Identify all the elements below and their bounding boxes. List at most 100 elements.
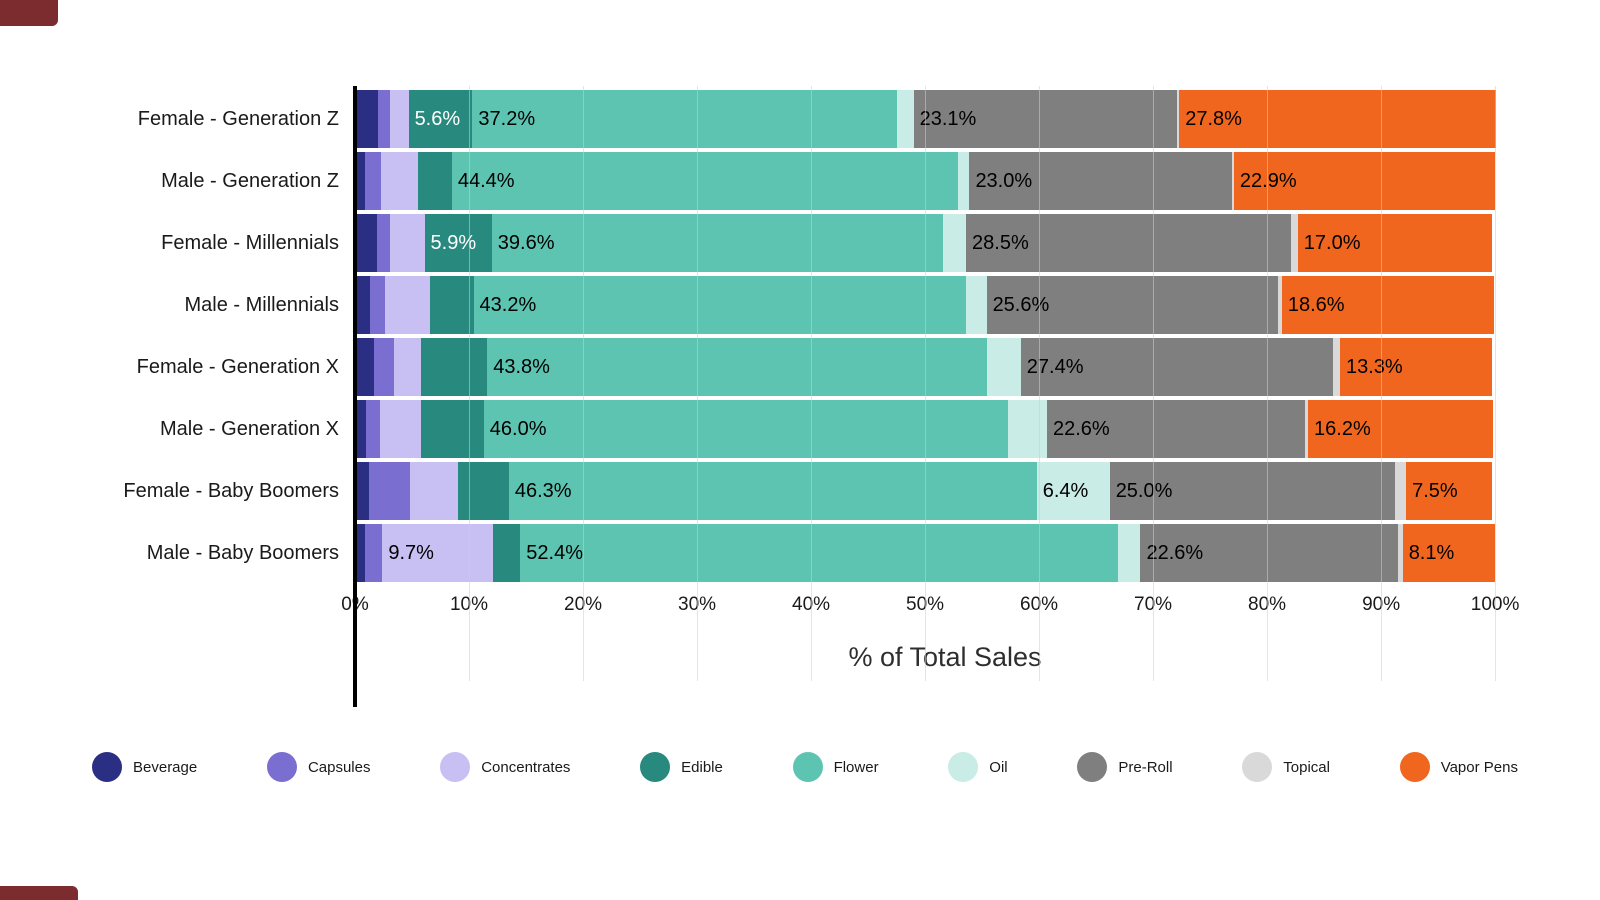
bar-segment-beverage[interactable] bbox=[355, 462, 369, 520]
bar-segment-pre-roll[interactable]: 22.6% bbox=[1046, 400, 1305, 458]
bar-segment-vapor-pens[interactable]: 17.0% bbox=[1297, 214, 1492, 272]
bar-segment-concentrates[interactable] bbox=[381, 152, 418, 210]
bar-segment-beverage[interactable] bbox=[355, 90, 378, 148]
bar-segment-edible[interactable] bbox=[421, 400, 484, 458]
bar-value-label: 22.6% bbox=[1052, 417, 1110, 440]
bar-segment-concentrates[interactable] bbox=[390, 90, 409, 148]
bar-segment-edible[interactable] bbox=[417, 152, 452, 210]
y-axis-labels: Female - Generation Z Male - Generation Z… bbox=[60, 90, 355, 673]
bar-segment-edible[interactable]: 5.9% bbox=[424, 214, 492, 272]
bar-segment-topical[interactable] bbox=[1231, 152, 1234, 210]
legend-label: Oil bbox=[989, 758, 1008, 776]
bar-segment-capsules[interactable] bbox=[365, 152, 382, 210]
bar-segment-flower[interactable]: 46.3% bbox=[508, 462, 1037, 520]
legend-swatch-topical bbox=[1242, 752, 1273, 782]
bar-value-label: 6.4% bbox=[1042, 479, 1089, 502]
bar-segment-oil[interactable] bbox=[1008, 400, 1047, 458]
bar-segment-edible[interactable] bbox=[421, 338, 488, 396]
bar-segment-beverage[interactable] bbox=[355, 214, 377, 272]
legend-label: Edible bbox=[681, 758, 723, 776]
legend-item-vapor-pens[interactable]: Vapor Pens bbox=[1399, 752, 1518, 782]
bar-segment-pre-roll[interactable]: 23.1% bbox=[913, 90, 1177, 148]
bar-segment-vapor-pens[interactable]: 8.1% bbox=[1402, 524, 1496, 582]
legend-swatch-oil bbox=[948, 752, 979, 782]
bar-segment-flower[interactable]: 43.8% bbox=[487, 338, 987, 396]
bar-segment-beverage[interactable] bbox=[355, 524, 366, 582]
bar-segment-edible[interactable] bbox=[430, 276, 474, 334]
bar-segment-capsules[interactable] bbox=[374, 338, 394, 396]
bar-segment-topical[interactable] bbox=[1278, 276, 1282, 334]
bar-segment-pre-roll[interactable]: 25.0% bbox=[1109, 462, 1395, 520]
x-tick-label: 30% bbox=[678, 594, 717, 615]
bar-segment-concentrates[interactable] bbox=[393, 338, 422, 396]
bar-segment-topical[interactable] bbox=[1176, 90, 1180, 148]
bar-segment-concentrates[interactable] bbox=[409, 462, 458, 520]
bar-segment-vapor-pens[interactable]: 16.2% bbox=[1308, 400, 1493, 458]
bar-segment-flower[interactable]: 39.6% bbox=[491, 214, 944, 272]
legend-item-edible[interactable]: Edible bbox=[640, 752, 723, 782]
bar-segment-concentrates[interactable] bbox=[384, 276, 431, 334]
bar-segment-topical[interactable] bbox=[1394, 462, 1407, 520]
legend-item-topical[interactable]: Topical bbox=[1242, 752, 1330, 782]
bar-segment-capsules[interactable] bbox=[376, 214, 391, 272]
bar-row: 5.6% 37.2% 23.1% 27.8% bbox=[355, 90, 1535, 148]
bar-segment-capsules[interactable] bbox=[365, 524, 383, 582]
bar-segment-beverage[interactable] bbox=[355, 276, 370, 334]
stacked-bar-chart: Female - Generation Z Male - Generation Z… bbox=[60, 86, 1535, 707]
bar-segment-flower[interactable]: 52.4% bbox=[520, 524, 1118, 582]
bar-segment-oil[interactable] bbox=[986, 338, 1021, 396]
legend-swatch-vapor-pens bbox=[1399, 752, 1430, 782]
bar-segment-capsules[interactable] bbox=[366, 400, 381, 458]
legend-item-flower[interactable]: Flower bbox=[792, 752, 879, 782]
legend-item-concentrates[interactable]: Concentrates bbox=[440, 752, 570, 782]
bar-segment-capsules[interactable] bbox=[377, 90, 391, 148]
bar-value-label: 16.2% bbox=[1314, 417, 1371, 440]
bar-segment-oil[interactable] bbox=[966, 276, 987, 334]
bar-value-label: 9.7% bbox=[388, 541, 434, 564]
x-tick-label: 10% bbox=[449, 594, 489, 615]
bar-segment-concentrates[interactable] bbox=[390, 214, 425, 272]
bar-segment-topical[interactable] bbox=[1304, 400, 1309, 458]
bar-segment-pre-roll[interactable]: 22.6% bbox=[1140, 524, 1399, 582]
bar-segment-pre-roll[interactable]: 23.0% bbox=[969, 152, 1232, 210]
bar-segment-vapor-pens[interactable]: 22.9% bbox=[1233, 152, 1495, 210]
bar-segment-beverage[interactable] bbox=[355, 400, 367, 458]
bar-segment-flower[interactable]: 44.4% bbox=[451, 152, 959, 210]
bar-segment-topical[interactable] bbox=[1333, 338, 1340, 396]
bar-value-label: 8.1% bbox=[1408, 541, 1455, 564]
bar-segment-oil[interactable] bbox=[943, 214, 967, 272]
bar-segment-oil[interactable] bbox=[1117, 524, 1141, 582]
bar-segment-concentrates[interactable] bbox=[380, 400, 422, 458]
bar-segment-topical[interactable] bbox=[1290, 214, 1298, 272]
legend-item-capsules[interactable]: Capsules bbox=[266, 752, 370, 782]
bar-segment-edible[interactable]: 5.6% bbox=[408, 90, 473, 148]
bar-segment-vapor-pens[interactable]: 13.3% bbox=[1339, 338, 1492, 396]
bar-segment-oil[interactable] bbox=[896, 90, 914, 148]
legend-label: Vapor Pens bbox=[1440, 758, 1518, 776]
bar-segment-edible[interactable] bbox=[492, 524, 521, 582]
legend-label: Concentrates bbox=[481, 758, 571, 776]
bar-segment-flower[interactable]: 37.2% bbox=[472, 90, 897, 148]
bar-segment-vapor-pens[interactable]: 7.5% bbox=[1406, 462, 1492, 520]
bar-segment-oil[interactable] bbox=[958, 152, 970, 210]
bar-segment-beverage[interactable] bbox=[355, 338, 375, 396]
bar-segment-pre-roll[interactable]: 28.5% bbox=[966, 214, 1291, 272]
legend-item-pre-roll[interactable]: Pre-Roll bbox=[1077, 752, 1173, 782]
bar-segment-vapor-pens[interactable]: 18.6% bbox=[1281, 276, 1494, 334]
bar-segment-vapor-pens[interactable]: 27.8% bbox=[1179, 90, 1497, 148]
bar-segment-pre-roll[interactable]: 25.6% bbox=[986, 276, 1279, 334]
bar-segment-oil[interactable]: 6.4% bbox=[1036, 462, 1110, 520]
bar-row: 43.2% 25.6% 18.6% bbox=[355, 276, 1535, 334]
bar-segment-capsules[interactable] bbox=[368, 462, 410, 520]
legend-swatch-beverage bbox=[92, 752, 122, 782]
bar-segment-topical[interactable] bbox=[1398, 524, 1403, 582]
bar-segment-flower[interactable]: 43.2% bbox=[473, 276, 967, 334]
bar-segment-pre-roll[interactable]: 27.4% bbox=[1020, 338, 1334, 396]
legend-item-beverage[interactable]: Beverage bbox=[92, 752, 197, 782]
bar-segment-beverage[interactable] bbox=[355, 152, 366, 210]
bar-segment-edible[interactable] bbox=[457, 462, 509, 520]
bar-segment-capsules[interactable] bbox=[369, 276, 385, 334]
bar-segment-concentrates[interactable]: 9.7% bbox=[382, 524, 493, 582]
legend-item-oil[interactable]: Oil bbox=[948, 752, 1008, 782]
bar-segment-flower[interactable]: 46.0% bbox=[483, 400, 1009, 458]
